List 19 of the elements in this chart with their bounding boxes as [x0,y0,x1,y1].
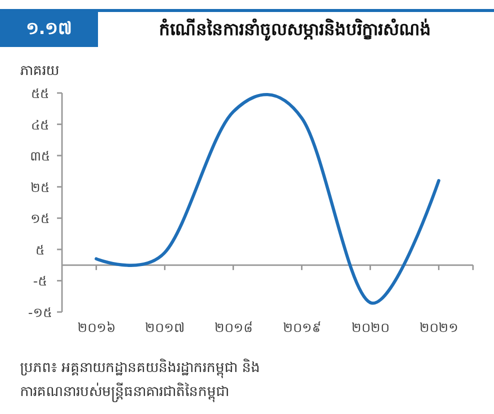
x-tick-label: ២០១៦ [77,321,116,336]
text: ១.១៧ [26,19,72,39]
y-tick-label: ៣៥ [30,150,50,165]
x-tick-label: ២០២០ [351,321,390,336]
text: ការគណនារបស់មន្ត្រីធនាគារជាតិនៃកម្ពុជា [20,382,229,403]
y-tick-label: ៤៥ [31,118,49,134]
y-tick-label: ១៥ [30,212,50,228]
y-tick-label: ២៥ [30,180,50,196]
y-tick-label: -៥ [33,274,47,290]
chart-title: កំណើននៃការនាំចូលសម្ភារនិងបរិក្ខារសំណង់ [159,18,431,41]
x-tick-label: ២០២១ [419,321,458,336]
y-tick-label: -១៥ [28,306,52,321]
y-tick-label: ៥ [36,243,44,258]
y-axis-title: ភាគរយ [20,63,59,79]
x-tick-label: ២០១៩ [282,321,321,336]
x-tick-label: ២០១៧ [144,321,185,336]
y-tick-label: ៥៥ [31,87,49,102]
x-tick-label: ២០១៨ [214,321,252,336]
text: ប្រភព៖ អគ្គនាយកដ្ឋានគយនិងរដ្ឋាករកម្ពុជា និង [20,358,260,379]
